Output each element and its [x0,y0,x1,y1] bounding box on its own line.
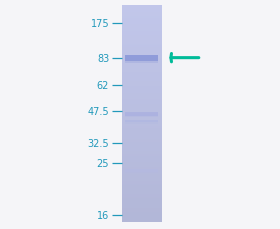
Text: 62: 62 [97,81,109,91]
Text: 32.5: 32.5 [88,138,109,148]
Bar [125,120,158,123]
Text: 25: 25 [97,159,109,169]
Bar [125,61,158,64]
Bar [125,116,158,118]
Text: 16: 16 [97,210,109,220]
Bar [125,55,158,61]
Text: 83: 83 [97,53,109,63]
Bar [125,172,158,173]
Text: 175: 175 [90,19,109,29]
Bar [125,113,158,116]
Bar [125,169,158,172]
Text: 47.5: 47.5 [88,106,109,116]
Bar [125,123,158,124]
